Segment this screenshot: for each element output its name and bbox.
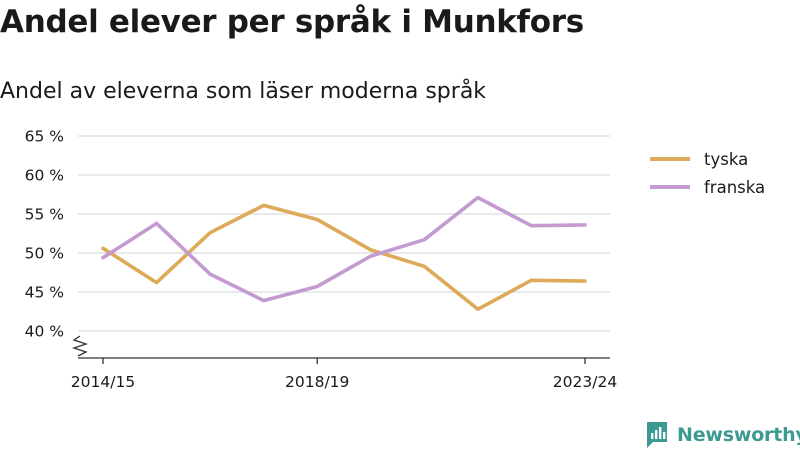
chart-title: Andel elever per språk i Munkfors	[0, 4, 584, 40]
y-tick-label: 50 %	[25, 245, 64, 263]
x-tick-label: 2023/24	[553, 373, 617, 391]
y-axis-break	[71, 335, 89, 357]
series-line-franska	[101, 195, 587, 303]
y-tick-label: 55 %	[25, 206, 64, 224]
newsworthy-logo-icon	[647, 422, 667, 448]
legend-label-tyska: tyska	[704, 150, 748, 169]
x-tick-label: 2018/19	[285, 373, 349, 391]
y-tick-label: 45 %	[25, 284, 64, 302]
y-tick-label: 40 %	[25, 323, 64, 341]
y-tick-label: 60 %	[25, 167, 64, 185]
y-tick-label: 65 %	[25, 128, 64, 146]
x-tick-label: 2014/15	[71, 373, 135, 391]
brand-name: Newsworthy	[677, 424, 800, 446]
legend-label-franska: franska	[704, 178, 765, 197]
series-line-tyska	[101, 203, 587, 312]
newsworthy-logo: Newsworthy	[645, 420, 800, 450]
chart-subtitle: Andel av eleverna som läser moderna språ…	[0, 79, 487, 104]
